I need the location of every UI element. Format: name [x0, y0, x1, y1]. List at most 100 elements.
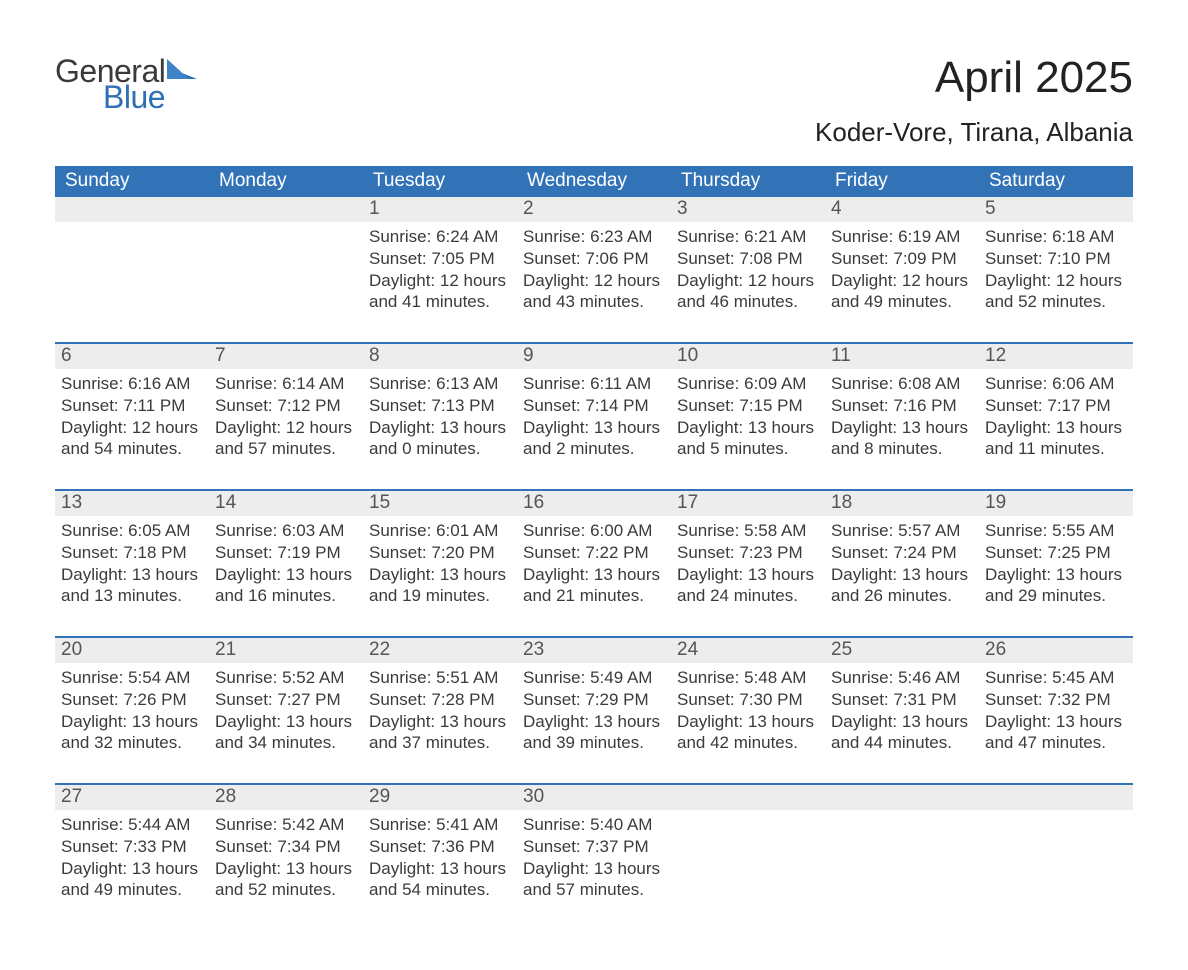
daylight-line: Daylight: 13 hours and 21 minutes.	[523, 565, 660, 606]
daylight-line: Daylight: 12 hours and 52 minutes.	[985, 271, 1122, 312]
sunrise-line: Sunrise: 5:52 AM	[215, 668, 344, 687]
day-cell: Sunrise: 6:08 AM Sunset: 7:16 PM Daylight:…	[825, 369, 979, 489]
sunset-line: Sunset: 7:16 PM	[831, 396, 957, 415]
daylight-line: Daylight: 12 hours and 43 minutes.	[523, 271, 660, 312]
sunset-line: Sunset: 7:17 PM	[985, 396, 1111, 415]
sunset-line: Sunset: 7:22 PM	[523, 543, 649, 562]
day-cell: Sunrise: 6:11 AMSunset: 7:14 PMDaylight:…	[517, 369, 671, 489]
day-cell: Sunrise: 5:40 AMSunset: 7:37 PMDaylight:…	[517, 810, 671, 930]
daylight-line: Daylight: 13 hours and 39 minutes.	[523, 712, 660, 753]
day-cell: Sunrise: 5:42 AMSunset: 7:34 PMDaylight:…	[209, 810, 363, 930]
daylight-line: Daylight: 13 hours and 8 minutes.	[831, 418, 968, 459]
day-cell: Sunrise: 6:16 AMSunset: 7:11 PMDaylight:…	[55, 369, 209, 489]
day-number: 29	[363, 785, 517, 810]
day-cell: Sunrise: 5:49 AMSunset: 7:29 PMDaylight:…	[517, 663, 671, 783]
day-cell: Sunrise: 6:21 AMSunset: 7:08 PMDaylight:…	[671, 222, 825, 342]
daylight-line: Daylight: 13 hours and 42 minutes.	[677, 712, 814, 753]
day-number: 8	[363, 344, 517, 369]
day-cell: Sunrise: 6:24 AMSunset: 7:05 PMDaylight:…	[363, 222, 517, 342]
sunrise-line: Sunrise: 6:00 AM	[523, 521, 652, 540]
calendar-body: 12345Sunrise: 6:24 AMSunset: 7:05 PMDayl…	[55, 197, 1133, 930]
weekday-header: Thursday	[671, 166, 825, 197]
daylight-line: Daylight: 13 hours and 26 minutes.	[831, 565, 968, 606]
day-cell: Sunrise: 6:01 AMSunset: 7:20 PMDaylight:…	[363, 516, 517, 636]
calendar-page: General Blue April 2025 Koder-Vore, Tira…	[0, 0, 1188, 970]
day-number: 7	[209, 344, 363, 369]
sunset-line: Sunset: 7:24 PM	[831, 543, 957, 562]
day-number: 26	[979, 638, 1133, 663]
day-cell: Sunrise: 5:44 AM Sunset: 7:33 PM Daylight:…	[55, 810, 209, 930]
day-cell	[825, 810, 979, 930]
sunset-line: Sunset: 7:33 PM	[61, 837, 187, 856]
weekday-header: Friday	[825, 166, 979, 197]
sunrise-line: Sunrise: 5:44 AM	[61, 815, 190, 834]
day-number: 27	[55, 785, 209, 810]
sunrise-line: Sunrise: 6:08 AM	[831, 374, 960, 393]
daylight-line: Daylight: 13 hours and 32 minutes.	[61, 712, 198, 753]
day-number: 12	[979, 344, 1133, 369]
daylight-line: Daylight: 12 hours and 41 minutes.	[369, 271, 506, 312]
day-cell: Sunrise: 5:41 AMSunset: 7:36 PMDaylight:…	[363, 810, 517, 930]
day-cell: Sunrise: 5:52 AMSunset: 7:27 PMDaylight:…	[209, 663, 363, 783]
sunset-line: Sunset: 7:11 PM	[61, 396, 185, 415]
day-number: 11	[825, 344, 979, 369]
daylight-line: Daylight: 13 hours and 5 minutes.	[677, 418, 814, 459]
day-cell	[671, 810, 825, 930]
sunset-line: Sunset: 7:37 PM	[523, 837, 649, 856]
sunrise-line: Sunrise: 6:06 AM	[985, 374, 1114, 393]
day-number: 21	[209, 638, 363, 663]
day-number: 2	[517, 197, 671, 222]
sunrise-line: Sunrise: 6:05 AM	[61, 521, 190, 540]
day-cell: Sunrise: 5:45 AMSunset: 7:32 PMDaylight:…	[979, 663, 1133, 783]
title-location: Koder-Vore, Tirana, Albania	[815, 117, 1133, 148]
sunset-line: Sunset: 7:15 PM	[677, 396, 803, 415]
day-cell	[209, 222, 363, 342]
day-number: 10	[671, 344, 825, 369]
day-number: 15	[363, 491, 517, 516]
daylight-line: Daylight: 13 hours and 52 minutes.	[215, 859, 352, 900]
day-cell: Sunrise: 5:55 AMSunset: 7:25 PMDaylight:…	[979, 516, 1133, 636]
sunrise-line: Sunrise: 5:45 AM	[985, 668, 1114, 687]
day-cell: Sunrise: 6:09 AMSunset: 7:15 PMDaylight:…	[671, 369, 825, 489]
day-cell: Sunrise: 5:48 AMSunset: 7:30 PMDaylight:…	[671, 663, 825, 783]
day-number: 28	[209, 785, 363, 810]
page-header: General Blue April 2025 Koder-Vore, Tira…	[55, 55, 1133, 160]
sunrise-line: Sunrise: 5:46 AM	[831, 668, 960, 687]
sunrise-line: Sunrise: 6:19 AM	[831, 227, 960, 246]
daylight-line: Daylight: 13 hours and 11 minutes.	[985, 418, 1122, 459]
day-number: 16	[517, 491, 671, 516]
sunset-line: Sunset: 7:30 PM	[677, 690, 803, 709]
sunrise-line: Sunrise: 6:03 AM	[215, 521, 344, 540]
sunset-line: Sunset: 7:18 PM	[61, 543, 187, 562]
day-cell: Sunrise: 6:23 AM Sunset: 7:06 PM Daylight:…	[517, 222, 671, 342]
day-number	[55, 197, 209, 222]
daylight-line: Daylight: 12 hours and 57 minutes.	[215, 418, 352, 459]
sunrise-line: Sunrise: 5:54 AM	[61, 668, 190, 687]
daylight-line: Daylight: 12 hours and 54 minutes.	[61, 418, 198, 459]
sunrise-line: Sunrise: 6:18 AM	[985, 227, 1114, 246]
day-cell	[55, 222, 209, 342]
day-number: 17	[671, 491, 825, 516]
sunrise-line: Sunrise: 6:23 AM	[523, 227, 652, 246]
weekday-header: Saturday	[979, 166, 1133, 197]
sunset-line: Sunset: 7:13 PM	[369, 396, 495, 415]
sunset-line: Sunset: 7:14 PM	[523, 396, 649, 415]
sunset-line: Sunset: 7:36 PM	[369, 837, 495, 856]
weekday-header: Wednesday	[517, 166, 671, 197]
sunset-line: Sunset: 7:08 PM	[677, 249, 803, 268]
sunset-line: Sunset: 7:28 PM	[369, 690, 495, 709]
day-cell: Sunrise: 6:18 AMSunset: 7:10 PMDaylight:…	[979, 222, 1133, 342]
sunset-line: Sunset: 7:06 PM	[523, 249, 649, 268]
daylight-line: Daylight: 13 hours and 49 minutes.	[61, 859, 198, 900]
day-number	[209, 197, 363, 222]
daylight-line: Daylight: 13 hours and 16 minutes.	[215, 565, 352, 606]
sunset-line: Sunset: 7:32 PM	[985, 690, 1111, 709]
day-number: 9	[517, 344, 671, 369]
daylight-line: Daylight: 13 hours and 57 minutes.	[523, 859, 660, 900]
day-number: 19	[979, 491, 1133, 516]
sunrise-line: Sunrise: 5:55 AM	[985, 521, 1114, 540]
sunset-line: Sunset: 7:31 PM	[831, 690, 957, 709]
day-number: 6	[55, 344, 209, 369]
sunset-line: Sunset: 7:27 PM	[215, 690, 341, 709]
weekday-header: Tuesday	[363, 166, 517, 197]
